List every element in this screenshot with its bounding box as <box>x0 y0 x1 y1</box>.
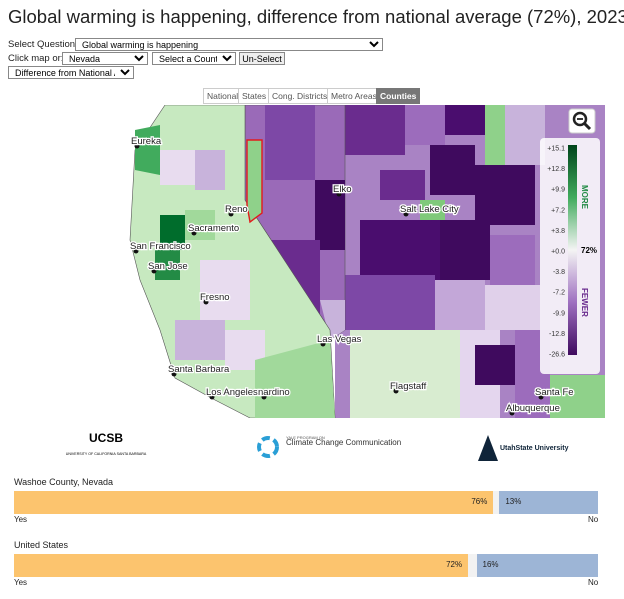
legend-tick-label: -9.9 <box>553 310 565 317</box>
usu-icon <box>478 435 498 461</box>
yes-label: 76% <box>471 497 488 506</box>
city-dot <box>393 388 399 394</box>
bar-name: Washoe County, Nevada <box>14 477 114 487</box>
city-label: Flagstaff <box>390 381 427 392</box>
city-label: San Jose <box>148 261 188 272</box>
california-counties <box>135 125 335 418</box>
yes-bar: 76% <box>14 491 494 514</box>
question-select[interactable]: Global warming is happening <box>75 38 383 51</box>
county-select[interactable]: Select a County <box>152 52 236 65</box>
yes-bar: 72% <box>14 554 469 577</box>
question-label: Select Question: <box>8 39 78 50</box>
city-label: Santa Fe <box>535 387 574 398</box>
no-text: No <box>588 515 599 524</box>
city-dot <box>134 143 140 149</box>
city-dot <box>403 211 409 217</box>
legend: +15.1 +12.8 +9.9 +7.2 +3.8 +0.0 -3.8 -7.2 -9.9 -1… <box>547 146 597 359</box>
legend-tick-label: +9.9 <box>551 187 565 194</box>
no-bar: 13% <box>499 491 598 514</box>
legend-tick-label: +7.2 <box>551 207 565 214</box>
cities: Eureka Reno Sacramento San Francisco San Jos… <box>129 135 575 416</box>
bar-track: 76% 13% <box>14 491 598 514</box>
zoom-button[interactable] <box>568 108 596 134</box>
city-dot <box>336 191 342 197</box>
tab[interactable]: Metro Areas <box>327 88 381 104</box>
selected-county <box>246 139 263 224</box>
yes-text: Yes <box>14 578 28 587</box>
click-label: Click map or: <box>8 53 64 64</box>
city-label: Los Angeles <box>206 387 258 398</box>
map: Eureka Reno Sacramento San Francisco San Jos… <box>128 105 605 418</box>
city-label: Las Vegas <box>317 334 362 345</box>
yes-label: 72% <box>446 560 463 569</box>
legend-tick-label: -12.8 <box>549 331 565 338</box>
city-label: Sacramento <box>188 223 239 234</box>
city-dot <box>151 268 157 274</box>
city-label: Fresno <box>200 292 230 303</box>
city-label: San Francisco <box>130 241 191 252</box>
city-dot <box>538 394 544 400</box>
yale-name: Climate Change Communication <box>286 438 401 447</box>
bar-name: United States <box>14 540 69 550</box>
no-label: 13% <box>505 497 522 506</box>
city-dot <box>209 394 215 400</box>
legend-fewer: FEWER <box>580 288 589 317</box>
city-label: Salt Lake City <box>400 204 459 215</box>
city-label: nardino <box>258 387 290 398</box>
city-dot <box>261 394 267 400</box>
yale-icon <box>257 436 279 458</box>
city-label: Reno <box>225 204 248 215</box>
legend-tick-label: -7.2 <box>553 290 565 297</box>
legend-tick-label: -26.6 <box>549 352 565 359</box>
tab[interactable]: Counties <box>376 88 421 104</box>
legend-more: MORE <box>580 185 589 210</box>
city-dot <box>133 248 139 254</box>
view-select[interactable]: Difference from National Avg. <box>8 66 134 79</box>
tab[interactable]: National <box>203 88 243 104</box>
legend-bar <box>568 145 577 355</box>
city-dot <box>171 371 177 377</box>
yale-small: YALE PROGRAM ON <box>286 435 325 440</box>
legend-tick-label: +0.0 <box>551 249 565 256</box>
legend-tick-label: +15.1 <box>547 146 565 153</box>
state-select[interactable]: Nevada <box>62 52 148 65</box>
city-label: Albuquerque <box>506 403 560 414</box>
logos: UCSB UNIVERSITY OF CALIFORNIA SANTA BARB… <box>66 431 569 461</box>
ucsb-sub: UNIVERSITY OF CALIFORNIA SANTA BARBARA <box>66 452 147 456</box>
counties <box>335 105 605 418</box>
legend-tick-label: +3.8 <box>551 228 565 235</box>
title: Global warming is happening, difference … <box>8 6 624 27</box>
ucsb-logo: UCSB <box>89 431 123 445</box>
city-label: Santa Barbara <box>168 364 230 375</box>
city-dot <box>191 230 197 236</box>
no-text: No <box>588 578 599 587</box>
city-dot <box>509 410 515 416</box>
city-label: Elko <box>333 184 351 195</box>
usu-name: UtahState University <box>500 445 569 452</box>
legend-national: 72% <box>581 246 597 255</box>
legend-tick-label: +12.8 <box>547 166 565 173</box>
tab[interactable]: Cong. Districts <box>268 88 332 104</box>
city-dot <box>320 341 326 347</box>
yes-text: Yes <box>14 515 28 524</box>
bar-track: 72% 16% <box>14 554 598 577</box>
no-label: 16% <box>482 560 499 569</box>
tab[interactable]: States <box>238 88 271 104</box>
city-dot <box>228 211 234 217</box>
legend-tick-label: -3.8 <box>553 269 565 276</box>
no-bar: 16% <box>476 554 598 577</box>
city-label: Eureka <box>131 136 162 147</box>
city-dot <box>203 299 209 305</box>
unselect-button[interactable]: Un-Select <box>239 52 285 65</box>
